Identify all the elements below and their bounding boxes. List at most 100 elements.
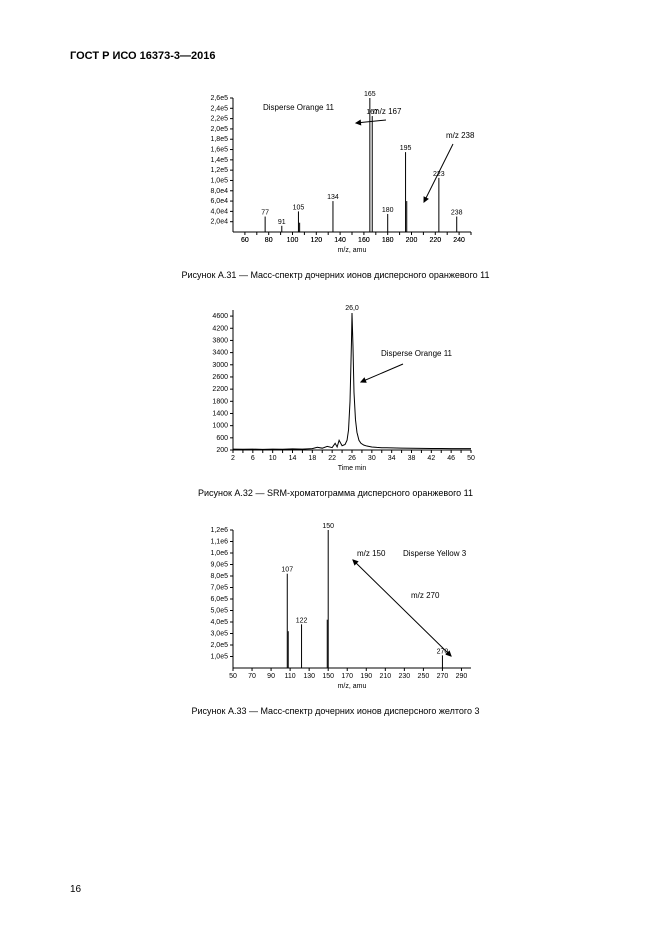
svg-text:3,0e5: 3,0e5 xyxy=(210,631,228,638)
svg-text:9,0e5: 9,0e5 xyxy=(210,562,228,569)
svg-text:Time min: Time min xyxy=(337,465,366,472)
svg-text:180: 180 xyxy=(381,207,393,214)
svg-text:70: 70 xyxy=(248,673,256,680)
caption-a32: Рисунок А.32 — SRM-хроматограмма дисперс… xyxy=(198,488,473,498)
svg-text:100: 100 xyxy=(286,237,298,244)
svg-text:140: 140 xyxy=(334,237,346,244)
caption-a31: Рисунок А.31 — Масс-спектр дочерних ионо… xyxy=(181,270,489,280)
svg-text:1,0e6: 1,0e6 xyxy=(210,550,228,557)
svg-text:165: 165 xyxy=(364,91,376,98)
svg-text:1000: 1000 xyxy=(212,423,228,430)
svg-text:210: 210 xyxy=(379,673,391,680)
svg-text:122: 122 xyxy=(295,617,307,624)
svg-text:50: 50 xyxy=(229,673,237,680)
svg-text:m/z, amu: m/z, amu xyxy=(337,247,366,254)
svg-text:2,6e5: 2,6e5 xyxy=(210,95,228,102)
svg-text:30: 30 xyxy=(367,455,375,462)
doc-header: ГОСТ Р ИСО 16373-3—2016 xyxy=(70,50,601,62)
svg-text:240: 240 xyxy=(453,237,465,244)
svg-text:m/z 150: m/z 150 xyxy=(357,549,386,558)
svg-text:34: 34 xyxy=(387,455,395,462)
svg-text:1,0e5: 1,0e5 xyxy=(210,654,228,661)
svg-text:2,0e5: 2,0e5 xyxy=(210,642,228,649)
svg-text:77: 77 xyxy=(261,210,269,217)
svg-text:220: 220 xyxy=(429,237,441,244)
svg-text:190: 190 xyxy=(360,673,372,680)
figure-a32-svg: 261014182226303438424650Time min20060010… xyxy=(181,298,491,473)
svg-text:600: 600 xyxy=(216,435,228,442)
page-number-text: 16 xyxy=(70,884,81,895)
svg-text:2,2e5: 2,2e5 xyxy=(210,116,228,123)
svg-text:170: 170 xyxy=(341,673,353,680)
svg-text:1,6e5: 1,6e5 xyxy=(210,147,228,154)
svg-text:14: 14 xyxy=(288,455,296,462)
svg-text:2,0e5: 2,0e5 xyxy=(210,126,228,133)
page-number: 16 xyxy=(70,884,81,895)
figure-a32: 261014182226303438424650Time min20060010… xyxy=(181,298,491,478)
svg-text:80: 80 xyxy=(264,237,272,244)
svg-text:1,1e6: 1,1e6 xyxy=(210,539,228,546)
svg-text:m/z 238: m/z 238 xyxy=(446,131,475,140)
svg-text:8,0e4: 8,0e4 xyxy=(210,188,228,195)
figure-a33: 50 70 90 110 130 150 170 190 210 230 250 270 290 m/z,… xyxy=(181,516,491,696)
svg-text:1,0e5: 1,0e5 xyxy=(210,177,228,184)
caption-a33: Рисунок А.33 — Масс-спектр дочерних ионо… xyxy=(192,706,480,716)
svg-text:6,0e5: 6,0e5 xyxy=(210,596,228,603)
svg-text:5,0e5: 5,0e5 xyxy=(210,608,228,615)
svg-text:4200: 4200 xyxy=(212,325,228,332)
svg-text:180: 180 xyxy=(381,237,393,244)
svg-text:38: 38 xyxy=(407,455,415,462)
svg-text:230: 230 xyxy=(398,673,410,680)
svg-text:1,4e5: 1,4e5 xyxy=(210,157,228,164)
svg-text:50: 50 xyxy=(467,455,475,462)
svg-text:200: 200 xyxy=(216,447,228,454)
doc-header-text: ГОСТ Р ИСО 16373-3—2016 xyxy=(70,50,216,62)
svg-text:1,2e5: 1,2e5 xyxy=(210,167,228,174)
svg-text:26: 26 xyxy=(348,455,356,462)
svg-text:1,8e5: 1,8e5 xyxy=(210,136,228,143)
svg-text:42: 42 xyxy=(427,455,435,462)
svg-text:Disperse Orange 11: Disperse Orange 11 xyxy=(263,103,335,112)
svg-text:4600: 4600 xyxy=(212,313,228,320)
svg-text:2200: 2200 xyxy=(212,386,228,393)
svg-text:2,0e4: 2,0e4 xyxy=(210,219,228,226)
svg-text:18: 18 xyxy=(308,455,316,462)
svg-text:m/z 167: m/z 167 xyxy=(373,107,402,116)
figure-a31-svg: 6080100120140160180200220240608010012014… xyxy=(181,80,491,255)
svg-text:105: 105 xyxy=(292,204,304,211)
svg-text:4,0e5: 4,0e5 xyxy=(210,619,228,626)
caption-a33-text: Рисунок А.33 — Масс-спектр дочерних ионо… xyxy=(192,706,480,716)
figure-a31: 6080100120140160180200220240608010012014… xyxy=(181,80,491,260)
svg-text:250: 250 xyxy=(417,673,429,680)
svg-text:270: 270 xyxy=(436,673,448,680)
svg-text:6,0e4: 6,0e4 xyxy=(210,198,228,205)
svg-text:1,2e6: 1,2e6 xyxy=(210,527,228,534)
svg-text:150: 150 xyxy=(322,673,334,680)
caption-a32-text: Рисунок А.32 — SRM-хроматограмма дисперс… xyxy=(198,488,473,498)
svg-text:120: 120 xyxy=(310,237,322,244)
svg-text:22: 22 xyxy=(328,455,336,462)
svg-text:2600: 2600 xyxy=(212,374,228,381)
svg-text:Disperse Yellow 3: Disperse Yellow 3 xyxy=(403,549,467,558)
svg-text:130: 130 xyxy=(303,673,315,680)
svg-text:1400: 1400 xyxy=(212,410,228,417)
svg-text:7,0e5: 7,0e5 xyxy=(210,585,228,592)
svg-text:238: 238 xyxy=(450,210,462,217)
svg-text:m/z, amu: m/z, amu xyxy=(337,683,366,690)
svg-text:150: 150 xyxy=(322,523,334,530)
svg-text:290: 290 xyxy=(455,673,467,680)
svg-text:90: 90 xyxy=(267,673,275,680)
svg-text:160: 160 xyxy=(358,237,370,244)
svg-text:2,4e5: 2,4e5 xyxy=(210,105,228,112)
svg-text:1800: 1800 xyxy=(212,398,228,405)
svg-text:Disperse Orange 11: Disperse Orange 11 xyxy=(381,349,453,358)
svg-text:10: 10 xyxy=(268,455,276,462)
svg-text:4,0e4: 4,0e4 xyxy=(210,208,228,215)
svg-text:110: 110 xyxy=(284,673,295,680)
svg-text:3400: 3400 xyxy=(212,350,228,357)
svg-text:60: 60 xyxy=(241,237,249,244)
svg-text:m/z 270: m/z 270 xyxy=(411,591,440,600)
svg-text:46: 46 xyxy=(447,455,455,462)
svg-text:200: 200 xyxy=(405,237,417,244)
caption-a31-text: Рисунок А.31 — Масс-спектр дочерних ионо… xyxy=(181,270,489,280)
